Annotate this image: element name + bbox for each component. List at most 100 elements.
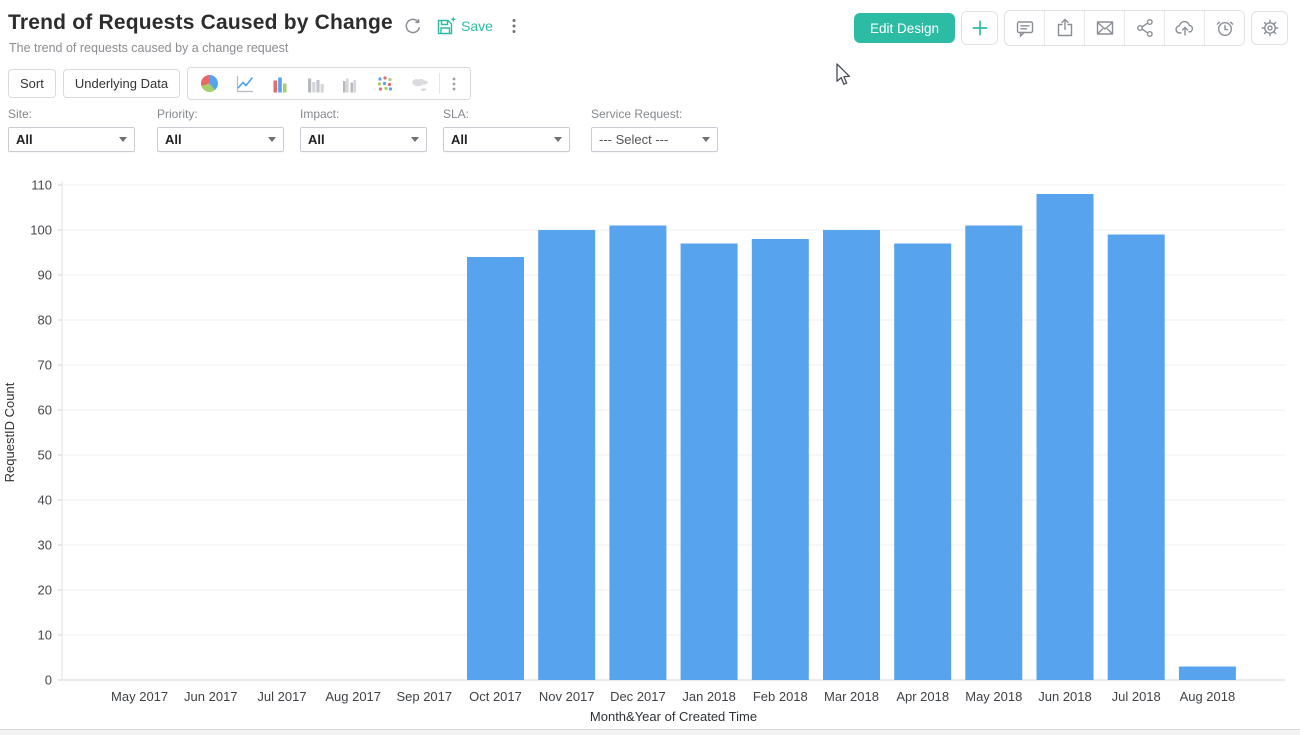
svg-text:40: 40 <box>38 493 52 508</box>
svg-text:30: 30 <box>38 538 52 553</box>
save-icon <box>437 16 457 35</box>
cloud-upload-button[interactable] <box>1165 11 1205 45</box>
mouse-cursor <box>836 63 851 85</box>
stacked-bar-chart-icon[interactable] <box>297 69 332 98</box>
svg-text:RequestID Count: RequestID Count <box>2 382 17 482</box>
chevron-down-icon <box>554 137 562 142</box>
save-label: Save <box>461 18 493 34</box>
sla-filter-value: All <box>451 132 468 147</box>
svg-text:Apr 2018: Apr 2018 <box>896 689 949 704</box>
service-request-filter-label: Service Request: <box>591 107 683 121</box>
site-filter: Site: All <box>8 107 135 152</box>
impact-filter-label: Impact: <box>300 107 340 121</box>
map-chart-icon[interactable] <box>402 69 437 98</box>
share-icon <box>1136 19 1153 37</box>
svg-text:Aug 2018: Aug 2018 <box>1180 689 1236 704</box>
bottom-scrollbar[interactable] <box>0 729 1300 735</box>
impact-filter-select[interactable]: All <box>300 127 427 152</box>
more-chart-types-icon <box>452 77 456 90</box>
edit-design-button[interactable]: Edit Design <box>853 13 955 43</box>
impact-filter: Impact: All <box>300 107 427 152</box>
export-icon <box>1057 18 1072 37</box>
svg-text:Month&Year of Created Time: Month&Year of Created Time <box>590 709 757 724</box>
page-title: Trend of Requests Caused by Change <box>8 11 393 34</box>
comment-button[interactable] <box>1005 11 1045 45</box>
priority-filter-label: Priority: <box>157 107 198 121</box>
add-icon <box>972 20 987 36</box>
priority-filter-select[interactable]: All <box>157 127 284 152</box>
svg-text:Mar 2018: Mar 2018 <box>824 689 879 704</box>
svg-text:Jun 2018: Jun 2018 <box>1038 689 1092 704</box>
add-button[interactable] <box>961 11 998 45</box>
header-actions: Edit Design <box>853 10 1288 46</box>
comment-icon <box>1016 21 1033 38</box>
grouped-bar-chart-icon[interactable] <box>332 69 367 98</box>
svg-text:Jul 2018: Jul 2018 <box>1112 689 1161 704</box>
svg-text:Jun 2017: Jun 2017 <box>184 689 238 704</box>
share-button[interactable] <box>1125 11 1165 45</box>
header-icon-group <box>1004 10 1245 46</box>
svg-text:May 2018: May 2018 <box>965 689 1022 704</box>
svg-text:Feb 2018: Feb 2018 <box>753 689 808 704</box>
underlying-data-button[interactable]: Underlying Data <box>62 69 181 98</box>
email-icon <box>1096 21 1113 35</box>
chevron-down-icon <box>119 137 127 142</box>
service-request-filter-select[interactable]: --- Select --- <box>591 127 718 152</box>
svg-text:Aug 2017: Aug 2017 <box>325 689 381 704</box>
toolbar-divider <box>439 73 441 94</box>
chart-type-group <box>187 67 472 100</box>
svg-text:80: 80 <box>38 313 52 328</box>
site-filter-select[interactable]: All <box>8 127 135 152</box>
svg-text:70: 70 <box>38 358 52 373</box>
sla-filter-select[interactable]: All <box>443 127 570 152</box>
priority-filter: Priority: All <box>157 107 284 152</box>
svg-text:110: 110 <box>31 178 52 193</box>
svg-text:Nov 2017: Nov 2017 <box>539 689 595 704</box>
refresh-icon <box>405 18 421 34</box>
service-request-filter-value: --- Select --- <box>599 132 669 147</box>
kebab-menu-icon <box>512 19 516 33</box>
priority-filter-value: All <box>165 132 182 147</box>
refresh-button[interactable] <box>404 17 422 35</box>
bar-chart-icon[interactable] <box>262 69 297 98</box>
svg-text:Sep 2017: Sep 2017 <box>396 689 452 704</box>
scatter-chart-icon[interactable] <box>367 69 402 98</box>
svg-text:50: 50 <box>38 448 52 463</box>
chart-toolbar: Sort Underlying Data <box>8 67 472 100</box>
svg-text:10: 10 <box>38 628 52 643</box>
chevron-down-icon <box>411 137 419 142</box>
more-chart-types-button[interactable] <box>442 69 466 98</box>
schedule-button[interactable] <box>1205 11 1244 45</box>
svg-text:90: 90 <box>38 268 52 283</box>
header-inline-tools: Save <box>404 16 521 36</box>
service-request-filter: Service Request: --- Select --- <box>591 107 718 152</box>
sla-filter: SLA: All <box>443 107 570 152</box>
svg-text:Jul 2017: Jul 2017 <box>257 689 306 704</box>
svg-text:60: 60 <box>38 403 52 418</box>
line-chart-icon[interactable] <box>227 69 262 98</box>
settings-button[interactable] <box>1251 11 1288 45</box>
svg-text:Dec 2017: Dec 2017 <box>610 689 666 704</box>
site-filter-label: Site: <box>8 107 33 121</box>
trend-bar-chart[interactable]: 0 10 20 30 40 50 60 70 80 90 100 110 May 2017 Jun 201… <box>0 168 1300 730</box>
svg-text:100: 100 <box>30 223 52 238</box>
page-subtitle: The trend of requests caused by a change… <box>9 41 289 55</box>
svg-text:20: 20 <box>38 583 52 598</box>
cloud-upload-icon <box>1174 20 1193 36</box>
chevron-down-icon <box>702 137 710 142</box>
email-button[interactable] <box>1085 11 1125 45</box>
sort-button[interactable]: Sort <box>8 69 56 98</box>
chevron-down-icon <box>268 137 276 142</box>
sla-filter-label: SLA: <box>443 107 470 121</box>
export-button[interactable] <box>1045 11 1085 45</box>
svg-text:0: 0 <box>45 673 52 688</box>
header-more-button[interactable] <box>507 17 521 35</box>
svg-text:Jan 2018: Jan 2018 <box>682 689 736 704</box>
schedule-icon <box>1216 21 1233 37</box>
pie-chart-icon[interactable] <box>192 69 227 98</box>
svg-text:Oct 2017: Oct 2017 <box>469 689 522 704</box>
site-filter-value: All <box>16 132 33 147</box>
save-button[interactable]: Save <box>436 16 493 36</box>
svg-text:May 2017: May 2017 <box>111 689 168 704</box>
